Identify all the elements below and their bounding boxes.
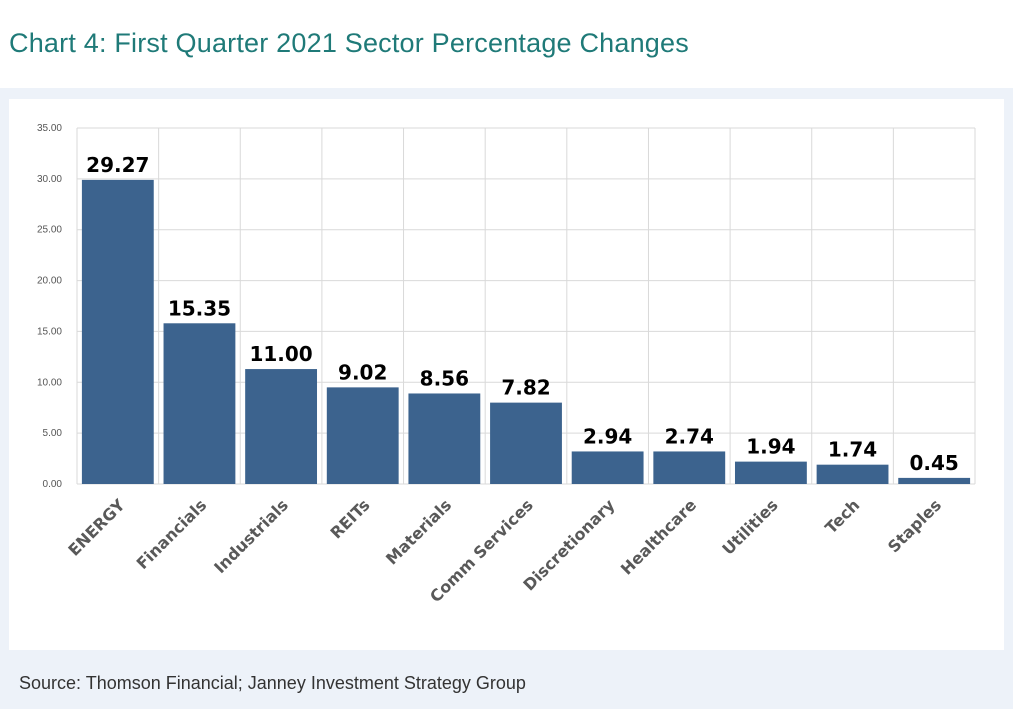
data-label: 2.74: [665, 424, 714, 448]
data-label: 9.02: [338, 360, 387, 384]
x-tick-label: Staples: [884, 495, 945, 556]
data-label: 0.45: [910, 451, 959, 475]
chart-title: Chart 4: First Quarter 2021 Sector Perce…: [9, 28, 689, 58]
y-tick-label: 30.00: [37, 174, 62, 185]
bar: [326, 387, 399, 484]
data-label: 11.00: [249, 342, 312, 366]
y-tick-label: 20.00: [37, 276, 62, 287]
source-note: Source: Thomson Financial; Janney Invest…: [19, 673, 526, 693]
bar: [245, 369, 318, 484]
x-tick-label: Financials: [133, 495, 211, 573]
y-tick-label: 25.00: [37, 225, 62, 236]
x-tick-label: Materials: [382, 495, 455, 568]
bar: [163, 323, 236, 484]
x-tick-label: ENERGY: [64, 495, 129, 560]
data-label: 1.74: [828, 438, 877, 462]
x-tick-label: Industrials: [210, 495, 292, 577]
x-tick-label: Tech: [821, 495, 863, 537]
bar: [816, 464, 889, 484]
y-tick-label: 10.00: [37, 377, 62, 388]
y-tick-label: 15.00: [37, 326, 62, 337]
bar: [898, 477, 971, 484]
data-label: 8.56: [420, 366, 469, 390]
bar: [571, 451, 644, 484]
y-tick-label: 5.00: [43, 428, 63, 439]
y-tick-label: 35.00: [37, 123, 62, 134]
data-label: 29.27: [86, 153, 149, 177]
bar: [734, 461, 807, 484]
x-tick-label: Healthcare: [617, 495, 700, 578]
bar: [408, 393, 481, 484]
data-label: 15.35: [168, 296, 231, 320]
bar: [81, 179, 154, 485]
bar: [653, 451, 726, 484]
bar: [490, 402, 562, 484]
x-tick-label: Utilities: [718, 495, 781, 558]
data-label: 2.94: [583, 424, 632, 448]
y-tick-label: 0.00: [43, 479, 63, 490]
data-label: 1.94: [746, 435, 795, 459]
x-tick-label: REITs: [327, 495, 374, 542]
data-label: 7.82: [501, 376, 550, 400]
